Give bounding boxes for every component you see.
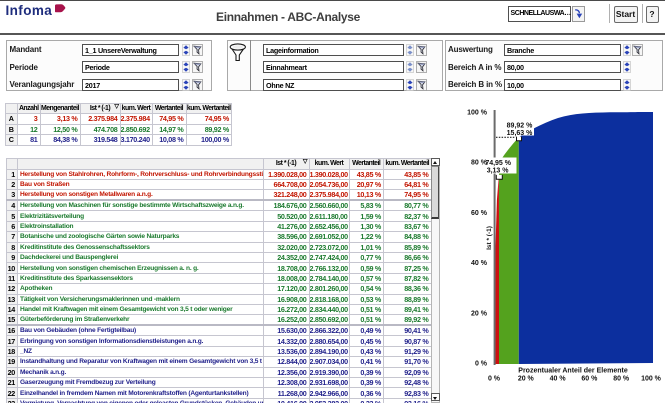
svg-text:80 %: 80 %: [471, 160, 488, 167]
svg-text:Ist * (-1): Ist * (-1): [486, 226, 493, 250]
svg-text:60 %: 60 %: [581, 376, 598, 383]
svg-text:100 %: 100 %: [467, 110, 488, 117]
svg-text:Prozentualer Anteil der Elemen: Prozentualer Anteil der Elemente: [518, 368, 628, 375]
svg-text:0 %: 0 %: [475, 361, 488, 368]
svg-text:20 %: 20 %: [518, 376, 535, 383]
svg-text:40 %: 40 %: [550, 376, 567, 383]
svg-text:3,13 %: 3,13 %: [487, 167, 510, 174]
svg-text:40 %: 40 %: [471, 260, 488, 267]
svg-text:89,92 %: 89,92 %: [507, 123, 533, 130]
svg-text:74,95 %: 74,95 %: [485, 160, 511, 167]
svg-text:80 %: 80 %: [613, 376, 630, 383]
svg-text:100 %: 100 %: [641, 376, 662, 383]
svg-text:0 %: 0 %: [488, 376, 501, 383]
svg-text:15,63 %: 15,63 %: [507, 130, 533, 137]
svg-text:20 %: 20 %: [471, 310, 488, 317]
svg-text:60 %: 60 %: [471, 210, 488, 217]
